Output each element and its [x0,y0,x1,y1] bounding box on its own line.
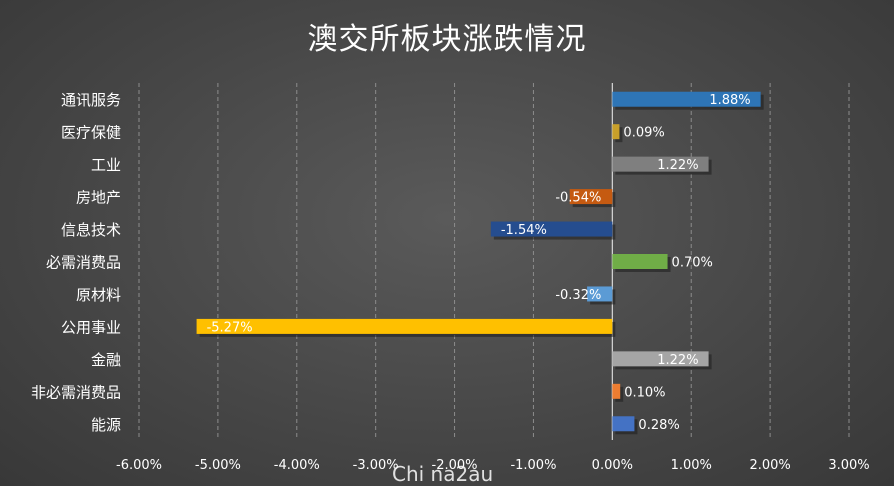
bar [612,91,761,107]
category-label: 必需消费品 [46,254,121,272]
data-label: 1.22% [657,353,698,368]
category-label: 能源 [91,416,121,434]
bar [490,221,613,237]
bar [612,351,709,367]
bar [569,189,613,205]
bar [612,416,635,432]
bar [612,124,620,140]
x-tick-label: -2.00% [432,458,478,473]
category-label: 通讯服务 [61,91,121,109]
x-tick-label: -5.00% [195,458,241,473]
category-label: 非必需消费品 [31,383,121,401]
data-label: 0.09% [623,126,664,141]
bar [612,383,621,399]
data-label: -5.27% [207,320,253,335]
data-label: -1.54% [501,223,547,238]
x-tick-label: 3.00% [828,458,869,473]
bar [587,286,613,302]
data-label: 0.70% [672,256,713,271]
bar [196,318,613,334]
data-label: -0.32% [555,288,601,303]
x-tick-label: -3.00% [353,458,399,473]
bar [612,254,668,269]
category-label: 原材料 [76,286,121,304]
category-label: 金融 [91,351,121,369]
data-label: 1.22% [657,158,698,173]
data-label: 1.88% [709,93,750,108]
x-tick-label: 2.00% [749,458,790,473]
x-tick-label: -4.00% [274,458,320,473]
category-label: 医疗保健 [61,124,121,142]
watermark: Chi na2au [392,462,494,486]
category-label: 房地产 [76,189,121,207]
chart-title: 澳交所板块涨跌情况 [307,22,587,57]
bar [612,156,709,172]
x-tick-label: -1.00% [510,458,556,473]
x-tick-label: 0.00% [592,458,633,473]
data-label: -0.54% [555,191,601,206]
data-label: 0.28% [638,418,679,433]
category-label: 信息技术 [61,221,121,239]
category-label: 工业 [91,156,121,174]
category-label: 公用事业 [61,318,121,336]
data-label: 0.10% [624,385,665,400]
x-tick-label: 1.00% [671,458,712,473]
x-tick-label: -6.00% [116,458,162,473]
